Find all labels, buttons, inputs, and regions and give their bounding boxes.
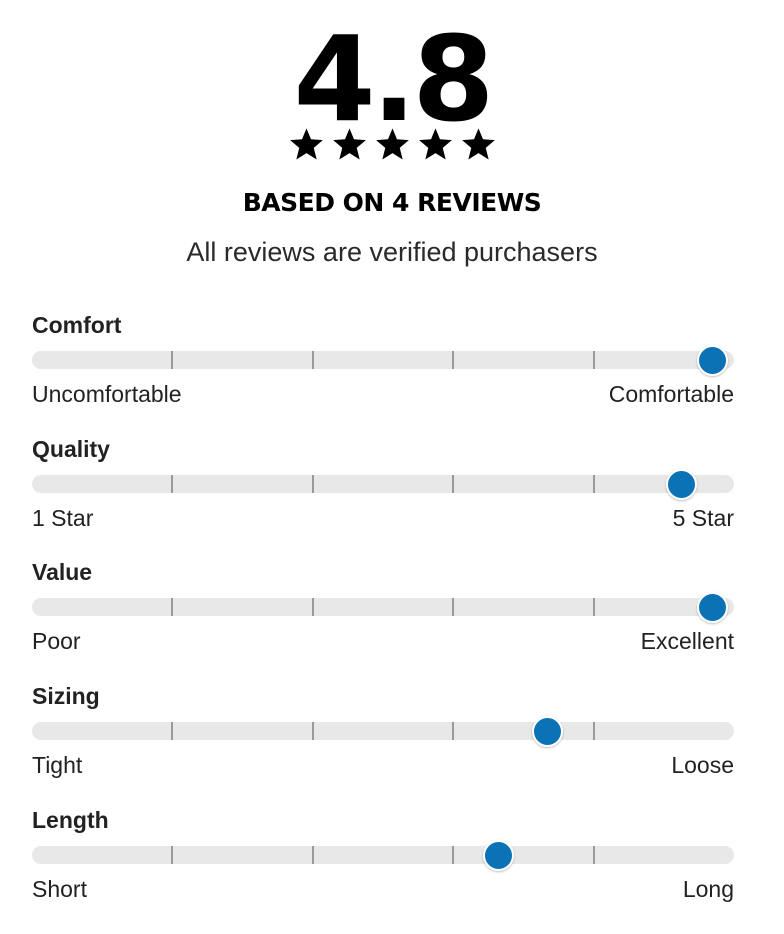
track-tick <box>311 475 314 493</box>
track-tick <box>171 846 174 864</box>
review-count: BASED ON 4 REVIEWS <box>242 188 542 217</box>
factor-track <box>32 592 734 623</box>
factor-indicator <box>483 840 515 871</box>
track-tick <box>171 475 174 493</box>
star-icon <box>289 128 323 160</box>
factor-high-label: Loose <box>671 752 734 778</box>
track-tick <box>592 598 595 616</box>
factor-title: Length <box>32 807 109 833</box>
track-tick <box>592 846 595 864</box>
factor-high-label: 5 Star <box>672 505 734 531</box>
factor-comfort: Comfort Uncomfortable Comfortable <box>32 310 734 420</box>
track-tick <box>311 351 314 369</box>
track-tick <box>311 846 314 864</box>
track-tick <box>592 722 595 740</box>
track-tick <box>171 351 174 369</box>
factor-indicator <box>697 592 729 623</box>
star-icon <box>375 128 409 160</box>
factor-track <box>32 345 734 376</box>
verified-purchasers-note: All reviews are verified purchasers <box>186 237 598 267</box>
factor-high-label: Excellent <box>640 628 734 654</box>
factor-low-label: Tight <box>32 752 83 778</box>
factor-indicator <box>665 469 697 500</box>
track-tick <box>452 475 455 493</box>
average-rating: 4.8 <box>293 10 494 148</box>
factor-low-label: Poor <box>32 628 81 654</box>
factor-quality: Quality 1 Star 5 Star <box>32 434 734 544</box>
track-tick <box>452 598 455 616</box>
factor-track <box>32 716 734 747</box>
track-tick <box>452 351 455 369</box>
factor-length: Length Short Long <box>32 805 734 915</box>
factor-track <box>32 840 734 871</box>
track-tick <box>592 351 595 369</box>
track-tick <box>311 722 314 740</box>
track-tick <box>452 846 455 864</box>
factor-low-label: Short <box>32 876 87 902</box>
track-tick <box>452 722 455 740</box>
track-tick <box>592 475 595 493</box>
factor-indicator <box>532 716 564 747</box>
track-tick <box>171 722 174 740</box>
factor-title: Sizing <box>32 683 100 709</box>
factor-indicator <box>697 345 729 376</box>
factor-title: Comfort <box>32 312 122 338</box>
star-icon <box>461 128 495 160</box>
factor-title: Value <box>32 559 93 585</box>
factor-high-label: Long <box>682 876 734 902</box>
star-icon <box>332 128 366 160</box>
factor-title: Quality <box>32 436 110 462</box>
factor-high-label: Comfortable <box>608 381 734 407</box>
factor-track <box>32 469 734 500</box>
factor-value: Value Poor Excellent <box>32 557 734 667</box>
factor-sizing: Sizing Tight Loose <box>32 681 734 791</box>
factor-low-label: 1 Star <box>32 505 94 531</box>
star-rating <box>0 126 784 163</box>
track-tick <box>311 598 314 616</box>
factor-low-label: Uncomfortable <box>32 381 182 407</box>
star-icon <box>418 128 452 160</box>
track-tick <box>171 598 174 616</box>
